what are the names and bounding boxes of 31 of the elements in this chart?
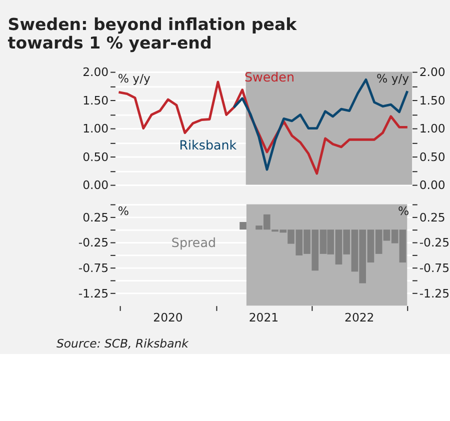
x-tick-label: 2020 bbox=[153, 310, 183, 325]
y2-axis-title: % y/y bbox=[376, 72, 410, 86]
y2-tick-label: 1.00 bbox=[419, 122, 446, 136]
y-tick-label: 2.00 bbox=[82, 65, 109, 80]
y2-tick-label: 0.25 bbox=[419, 210, 446, 224]
y-axis-title: % y/y bbox=[118, 72, 150, 86]
series-label: Spread bbox=[171, 235, 216, 250]
y-tick-label: -0.75 bbox=[78, 260, 109, 275]
y-tick-label: 0.50 bbox=[82, 150, 109, 164]
y-tick-label: -1.25 bbox=[78, 286, 109, 300]
y2-tick-label: 0.00 bbox=[419, 178, 446, 192]
chart-title: Sweden: beyond inflation peak towards 1 % year-end bbox=[8, 14, 298, 52]
series-label: Riksbank bbox=[179, 138, 238, 153]
y2-tick-label: 0.50 bbox=[419, 150, 446, 164]
y2-tick-label: -0.25 bbox=[419, 236, 450, 250]
x-tick-label: 2021 bbox=[248, 310, 279, 325]
source-note: Source: SCB, Riksbank bbox=[56, 336, 190, 350]
bar bbox=[240, 222, 246, 230]
y2-axis-title: % bbox=[398, 204, 410, 218]
y2-tick-label: 1.50 bbox=[419, 93, 446, 108]
y-tick-label: 0.00 bbox=[82, 178, 109, 192]
y-axis-title: % bbox=[118, 204, 129, 218]
y-tick-label: 1.00 bbox=[82, 122, 109, 136]
x-tick-label: 2022 bbox=[344, 310, 374, 325]
y-tick-label: 1.50 bbox=[82, 93, 109, 108]
y2-tick-label: 2.00 bbox=[419, 65, 446, 80]
y2-tick-label: -1.25 bbox=[419, 286, 450, 300]
y2-tick-label: -0.75 bbox=[419, 260, 450, 275]
y-tick-label: 0.25 bbox=[82, 210, 109, 224]
series-label: Sweden bbox=[244, 70, 294, 85]
y-tick-label: -0.25 bbox=[78, 236, 109, 250]
